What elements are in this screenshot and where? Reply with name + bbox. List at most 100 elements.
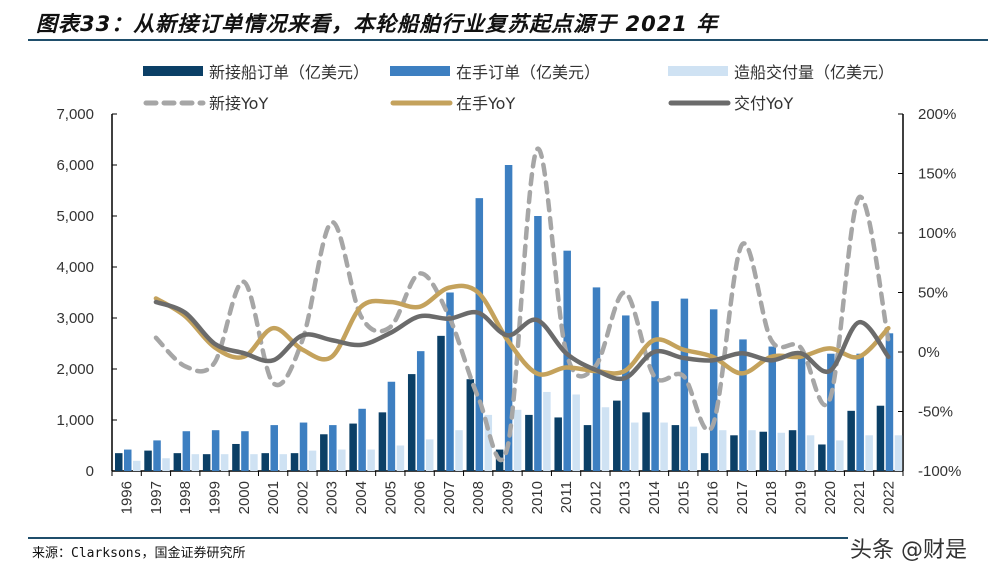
right-tick-label: 150%	[918, 166, 956, 183]
bar-1	[144, 450, 152, 471]
x-tick-label: 2017	[734, 481, 751, 514]
bar-3	[338, 449, 346, 471]
line-series-1	[153, 146, 891, 463]
right-tick-label: 100%	[918, 225, 956, 242]
bar-2	[270, 425, 278, 471]
bar-1	[583, 425, 592, 471]
bar-2	[475, 198, 484, 471]
x-tick-label: 2015	[675, 481, 692, 514]
bar-2	[358, 408, 366, 471]
legend-label-bar-1: 新接船订单（亿美元）	[209, 63, 369, 82]
bar-3	[543, 391, 551, 471]
x-tick-label: 2010	[529, 481, 546, 514]
source-note: 来源：Clarksons，国金证券研究所	[32, 546, 246, 561]
bar-2	[387, 381, 396, 471]
bar-3	[806, 435, 815, 471]
legend-label-bar-2: 在手订单（亿美元）	[456, 63, 600, 82]
bar-1	[349, 423, 357, 471]
bar-2	[124, 449, 132, 471]
bar-2	[534, 216, 542, 471]
bar-1	[232, 443, 240, 471]
legend-label-line-2: 在手YoY	[456, 94, 515, 113]
x-tick-label: 2013	[617, 481, 634, 514]
bar-2	[211, 430, 220, 471]
bar-1	[788, 430, 797, 471]
right-tick-label: -100%	[918, 463, 961, 480]
x-tick-label: 2009	[500, 481, 517, 514]
watermark: 头条 @财是	[850, 538, 967, 563]
bar-3	[162, 458, 170, 471]
bar-1	[115, 453, 123, 471]
bar-3	[748, 430, 756, 471]
bar-3	[601, 407, 610, 471]
legend-swatch-bar-3	[668, 66, 728, 76]
x-tick-label: 2000	[236, 481, 253, 514]
x-tick-label: 2021	[851, 481, 868, 514]
left-tick-label: 2,000	[56, 361, 94, 378]
legend-label-bar-3: 造船交付量（亿美元）	[734, 63, 894, 82]
bar-3	[660, 422, 668, 471]
x-tick-label: 2004	[353, 481, 370, 514]
left-tick-label: 7,000	[56, 106, 94, 123]
legend-swatch-bar-1	[143, 66, 203, 76]
line-series-2	[153, 283, 891, 377]
bar-3	[220, 454, 229, 471]
bar-1	[320, 434, 328, 471]
left-tick-label: 0	[86, 463, 94, 480]
bar-3	[718, 430, 727, 471]
bar-2	[446, 292, 454, 471]
bar-2	[592, 287, 601, 471]
x-tick-label: 2022	[880, 481, 897, 514]
bar-3	[455, 430, 463, 471]
bar-1	[671, 425, 680, 471]
bar-3	[631, 422, 639, 471]
x-tick-label: 2011	[558, 481, 575, 513]
bar-1	[730, 435, 738, 471]
legend-label-line-1: 新接YoY	[209, 94, 268, 113]
bar-3	[133, 460, 141, 471]
title-divider	[28, 39, 988, 41]
bar-1	[525, 414, 533, 471]
line-series-3	[153, 299, 891, 382]
bar-2	[241, 431, 249, 471]
right-tick-label: 200%	[918, 106, 956, 123]
x-tick-label: 2003	[324, 481, 341, 514]
left-tick-label: 3,000	[56, 310, 94, 327]
bar-1	[378, 412, 387, 471]
x-tick-label: 2005	[382, 481, 399, 514]
bar-2	[504, 165, 513, 471]
bar-1	[261, 453, 269, 471]
x-tick-label: 1999	[207, 481, 224, 514]
bar-1	[554, 417, 562, 471]
bar-2	[856, 353, 864, 471]
bar-2	[768, 346, 777, 471]
bar-2	[885, 333, 894, 471]
x-tick-label: 2016	[705, 481, 722, 514]
left-tick-label: 1,000	[56, 412, 94, 429]
bar-2	[329, 425, 337, 471]
x-tick-label: 1996	[119, 481, 136, 514]
bar-2	[416, 351, 425, 471]
bar-3	[865, 435, 873, 471]
legend-swatch-bar-2	[390, 66, 450, 76]
left-tick-label: 6,000	[56, 157, 94, 174]
bar-3	[367, 449, 375, 471]
bar-3	[513, 409, 522, 471]
bar-3	[894, 435, 903, 471]
bar-3	[250, 454, 258, 471]
x-tick-label: 2012	[587, 481, 604, 514]
bar-2	[622, 315, 630, 471]
x-tick-label: 2001	[265, 481, 282, 514]
bar-3	[777, 432, 786, 471]
bar-2	[827, 353, 835, 471]
bar-1	[700, 453, 709, 471]
bar-3	[484, 414, 493, 471]
bar-1	[466, 379, 475, 471]
x-tick-label: 2002	[294, 481, 311, 514]
chart-title: 图表33：从新接订单情况来看，本轮船舶行业复苏起点源于 2021 年	[36, 12, 719, 36]
bar-1	[847, 410, 855, 471]
bar-1	[173, 453, 182, 471]
bar-2	[709, 309, 718, 471]
bar-1	[876, 405, 885, 471]
